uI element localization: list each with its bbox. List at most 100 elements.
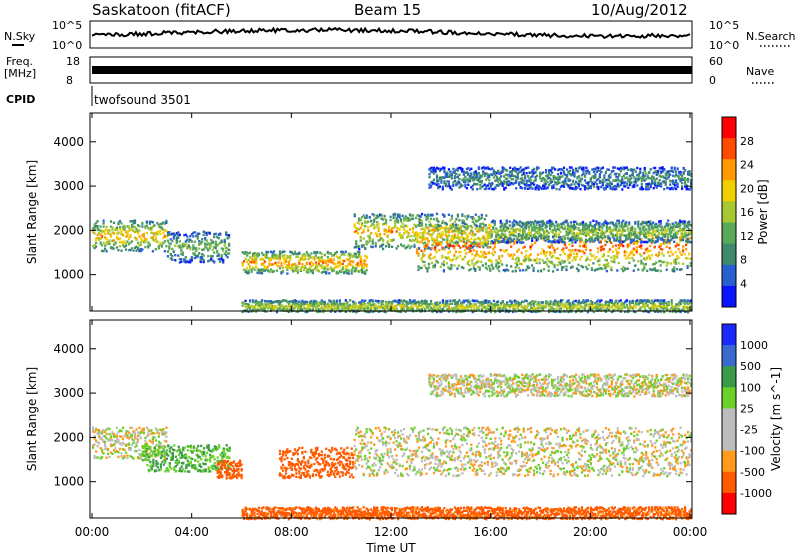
echo-cell xyxy=(207,255,209,257)
echo-cell xyxy=(678,244,680,246)
echo-cell xyxy=(357,263,359,265)
echo-cell xyxy=(571,241,573,243)
echo-cell xyxy=(683,173,685,175)
echo-cell xyxy=(412,227,414,229)
echo-cell xyxy=(467,235,469,237)
echo-cell xyxy=(660,223,662,225)
echo-cell xyxy=(476,225,478,227)
echo-cell xyxy=(286,272,288,274)
echo-cell xyxy=(494,245,496,247)
echo-cell xyxy=(500,249,502,251)
echo-cell xyxy=(471,230,473,232)
echo-cell xyxy=(393,239,395,241)
echo-cell xyxy=(646,248,648,250)
echo-cell xyxy=(470,268,472,270)
echo-cell xyxy=(615,173,617,175)
echo-cell xyxy=(603,254,605,256)
echo-cell xyxy=(325,272,327,274)
echo-cell xyxy=(203,248,205,250)
echo-cell xyxy=(373,214,375,216)
echo-cell xyxy=(458,228,460,230)
echo-cell xyxy=(419,225,421,227)
echo-cell xyxy=(649,220,651,222)
echo-cell xyxy=(657,170,659,172)
echo-cell xyxy=(516,264,518,266)
echo-cell xyxy=(185,256,187,258)
echo-cell xyxy=(249,299,251,301)
echo-cell xyxy=(128,238,130,240)
echo-cell xyxy=(255,266,257,268)
echo-cell xyxy=(564,241,566,243)
echo-cell xyxy=(627,227,629,229)
echo-cell xyxy=(279,256,281,258)
echo-cell xyxy=(243,260,245,262)
echo-cell xyxy=(221,254,223,256)
echo-cell xyxy=(494,224,496,226)
echo-cell xyxy=(192,244,194,246)
echo-cell xyxy=(606,241,608,243)
echo-cell xyxy=(498,257,500,259)
echo-cell xyxy=(423,254,425,256)
echo-cell xyxy=(536,175,538,177)
echo-cell xyxy=(660,220,662,222)
echo-cell xyxy=(363,245,365,247)
echo-cell xyxy=(588,171,590,173)
echo-cell xyxy=(533,183,535,185)
echo-cell xyxy=(687,178,689,180)
echo-cell xyxy=(168,231,170,233)
echo-cell xyxy=(363,267,365,269)
echo-cell xyxy=(518,239,520,241)
echo-cell xyxy=(141,225,143,227)
echo-cell xyxy=(100,225,102,227)
echo-cell xyxy=(407,232,409,234)
echo-cell xyxy=(614,166,616,168)
echo-cell xyxy=(654,246,656,248)
echo-cell xyxy=(670,251,672,253)
echo-cell xyxy=(598,264,600,266)
echo-cell xyxy=(554,227,556,229)
echo-cell xyxy=(570,221,572,223)
echo-cell xyxy=(394,213,396,215)
echo-cell xyxy=(666,233,668,235)
echo-cell xyxy=(480,251,482,253)
echo-cell xyxy=(161,244,163,246)
echo-cell xyxy=(675,179,677,181)
echo-cell xyxy=(554,251,556,253)
echo-cell xyxy=(399,228,401,230)
echo-cell xyxy=(571,245,573,247)
echo-cell xyxy=(643,268,645,270)
echo-cell xyxy=(669,183,671,185)
echo-cell xyxy=(416,238,418,240)
echo-cell xyxy=(101,235,103,237)
echo-cell xyxy=(177,254,179,256)
echo-cell xyxy=(636,240,638,242)
echo-cell xyxy=(431,238,433,240)
echo-cell xyxy=(222,248,224,250)
echo-cell xyxy=(568,249,570,251)
echo-cell xyxy=(198,247,200,249)
echo-cell xyxy=(198,233,200,235)
echo-cell xyxy=(615,229,617,231)
echo-cell xyxy=(658,251,660,253)
echo-cell xyxy=(434,169,436,171)
echo-cell xyxy=(116,229,118,231)
echo-cell xyxy=(526,172,528,174)
echo-cell xyxy=(678,248,680,250)
echo-cell xyxy=(467,184,469,186)
echo-cell xyxy=(360,239,362,241)
echo-cell xyxy=(336,300,338,302)
echo-cell xyxy=(580,239,582,241)
echo-cell xyxy=(607,251,609,253)
echo-cell xyxy=(504,236,506,238)
echo-cell xyxy=(573,175,575,177)
echo-cell xyxy=(606,259,608,261)
echo-cell xyxy=(672,253,674,255)
echo-cell xyxy=(673,266,675,268)
echo-cell xyxy=(609,248,611,250)
echo-cell xyxy=(679,227,681,229)
echo-cell xyxy=(530,235,532,237)
echo-cell xyxy=(669,247,671,249)
echo-cell xyxy=(566,174,568,176)
echo-cell xyxy=(494,220,496,222)
